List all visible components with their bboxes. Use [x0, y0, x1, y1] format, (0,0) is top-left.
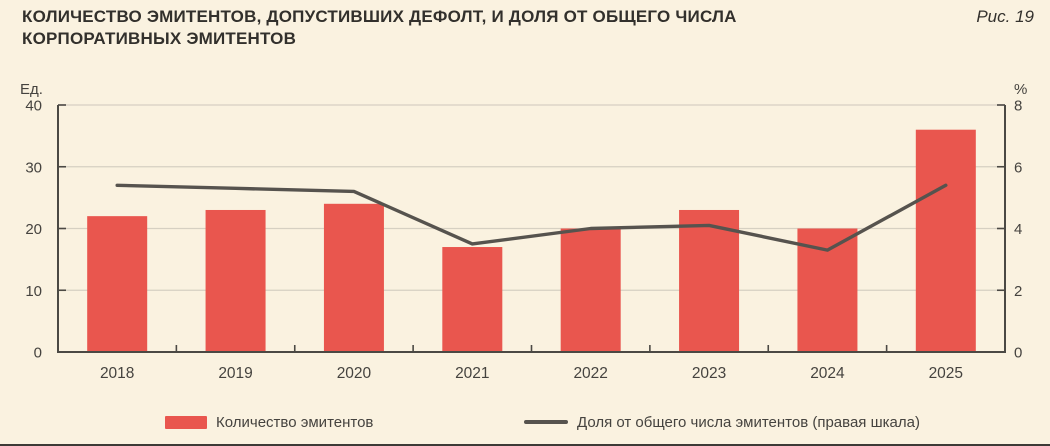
bar-2021 [442, 247, 503, 352]
defaults-chart: 0 10 20 30 40 0 2 4 6 8 Ед. % 2018 2019 2020 2021 2022 20… [20, 81, 1027, 382]
page-title: КОЛИЧЕСТВО ЭМИТЕНТОВ, ДОПУСТИВШИХ ДЕФОЛТ… [22, 7, 737, 48]
bottom-divider [0, 444, 1050, 446]
left-axis-tick-label: 30 [25, 159, 42, 176]
right-axis-tick-label: 2 [1014, 283, 1022, 300]
x-axis-category-label: 2018 [100, 365, 134, 382]
right-axis-tick-label: 0 [1014, 345, 1022, 362]
left-axis-tick-label: 20 [25, 221, 42, 238]
x-axis-category-label: 2020 [337, 365, 372, 382]
left-axis-tick-label: 10 [25, 283, 42, 300]
bar-2020 [323, 203, 384, 352]
left-axis-unit-label: Ед. [20, 81, 43, 98]
left-axis-tick-label: 40 [25, 98, 42, 115]
legend-item-issuers: Количество эмитентов [165, 407, 373, 437]
legend-label: Количество эмитентов [216, 413, 374, 431]
x-axis-category-label: 2022 [573, 365, 607, 382]
x-axis-category-label: 2023 [692, 365, 726, 382]
chart-legend: Количество эмитентов Доля от общего числ… [0, 407, 1050, 437]
x-axis-category-label: 2025 [929, 365, 963, 382]
x-axis-category-label: 2019 [218, 365, 252, 382]
right-axis-tick-label: 8 [1014, 98, 1022, 115]
bar-swatch-icon [165, 415, 207, 429]
legend-label: Доля от общего числа эмитентов (правая ш… [577, 413, 920, 431]
bar-2025 [915, 129, 976, 352]
share-line [115, 183, 948, 252]
bar-2022 [560, 228, 621, 352]
right-axis-tick-label: 6 [1014, 159, 1022, 176]
legend-item-share: Доля от общего числа эмитентов (правая ш… [524, 407, 920, 437]
figure-number-label: Рис. 19 [976, 7, 1034, 26]
x-axis-category-label: 2021 [455, 365, 489, 382]
bar-2023 [679, 209, 740, 352]
x-axis-category-label: 2024 [810, 365, 845, 382]
bar-2018 [87, 216, 148, 352]
line-swatch-icon [524, 420, 568, 424]
right-axis-tick-label: 4 [1014, 221, 1022, 238]
right-axis-unit-label: % [1014, 81, 1027, 98]
left-axis-tick-label: 0 [34, 345, 42, 362]
bar-2019 [205, 209, 266, 352]
